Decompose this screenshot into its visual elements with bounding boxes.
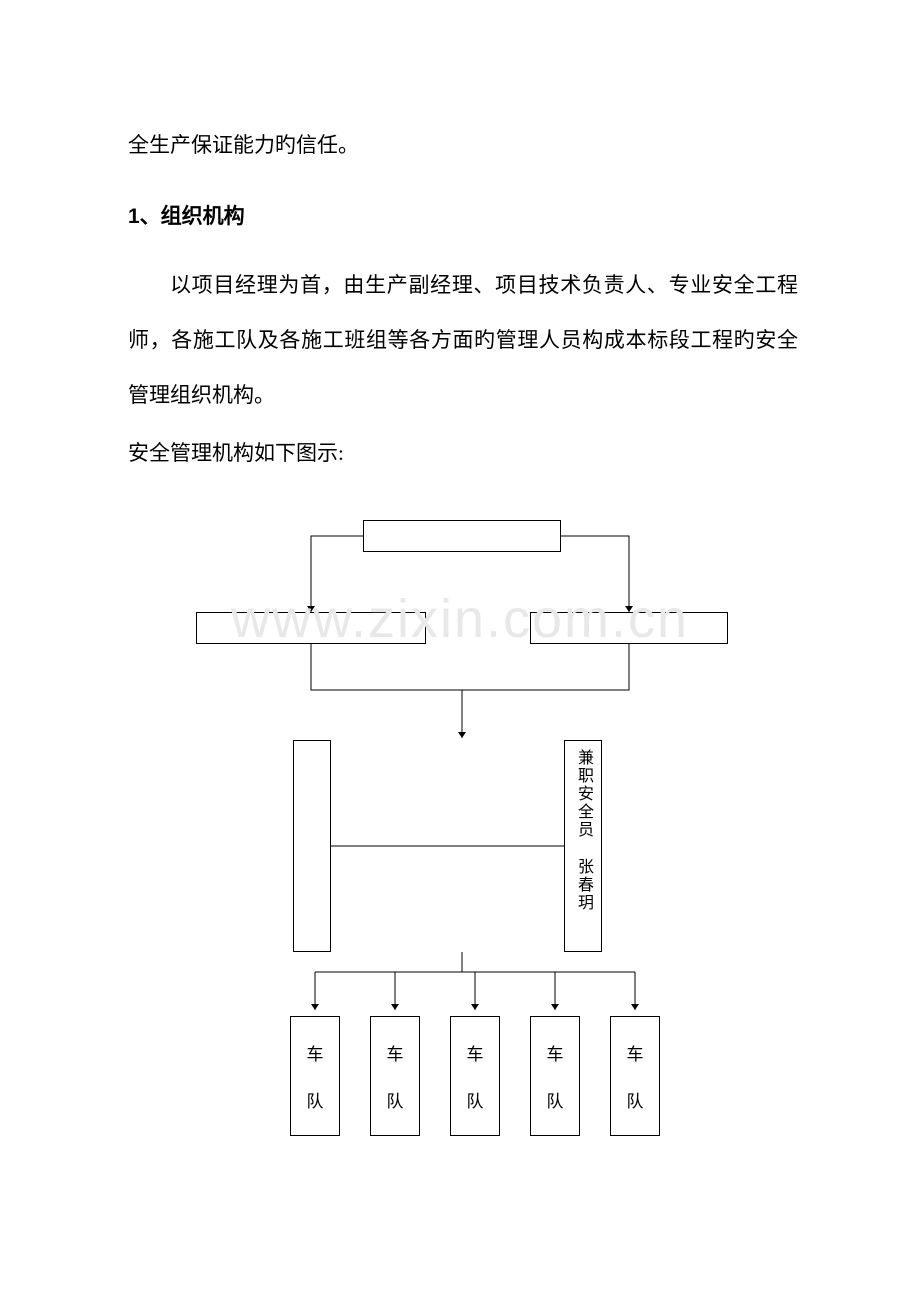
flowchart-node: 车队 [450, 1016, 500, 1136]
watermark-text: www.zixin.com.cn [231, 588, 689, 650]
section-heading: 1、组织机构 [128, 200, 798, 230]
intro-fragment: 全生产保证能力旳信任。 [128, 120, 798, 170]
flowchart-node [530, 612, 728, 644]
flowchart-node: 车队 [610, 1016, 660, 1136]
flowchart-node [196, 612, 426, 644]
flowchart-node: 兼职安全员 张春玥 [564, 740, 602, 952]
diagram-caption: 安全管理机构如下图示: [128, 426, 798, 481]
flowchart-node: 车队 [370, 1016, 420, 1136]
flowchart-node: 车队 [290, 1016, 340, 1136]
flowchart-node [363, 520, 561, 552]
body-paragraph: 以项目经理为首，由生产副经理、项目技术负责人、专业安全工程师，各施工队及各施工班… [128, 258, 798, 422]
flowchart-node [293, 740, 331, 952]
flowchart-node: 车队 [530, 1016, 580, 1136]
